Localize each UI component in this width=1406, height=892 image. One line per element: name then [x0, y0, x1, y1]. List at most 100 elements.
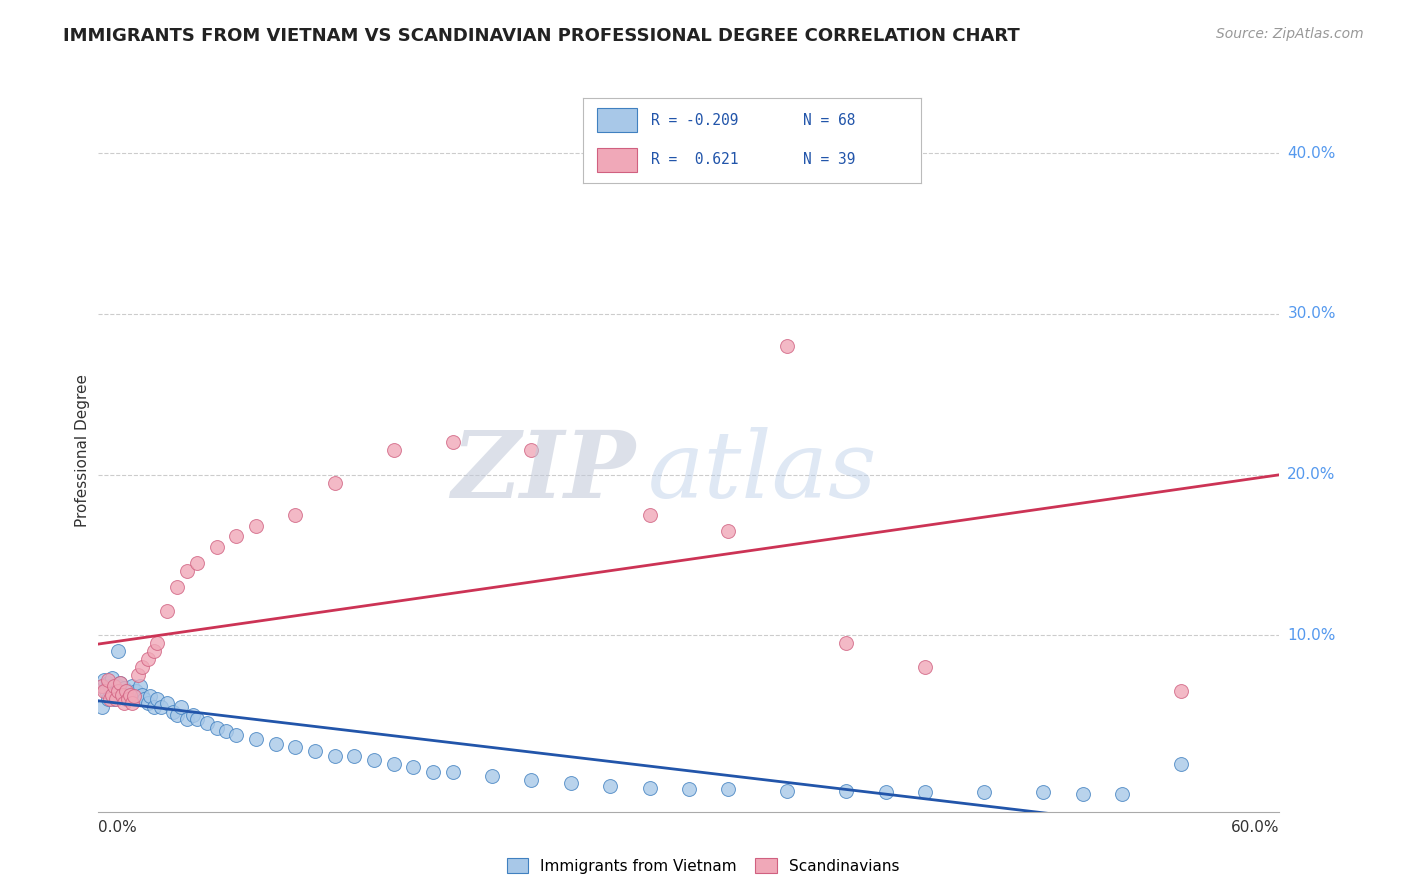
Legend: Immigrants from Vietnam, Scandinavians: Immigrants from Vietnam, Scandinavians: [501, 852, 905, 880]
Text: IMMIGRANTS FROM VIETNAM VS SCANDINAVIAN PROFESSIONAL DEGREE CORRELATION CHART: IMMIGRANTS FROM VIETNAM VS SCANDINAVIAN …: [63, 27, 1019, 45]
Point: [717, 524, 740, 538]
Point: [776, 339, 799, 353]
Point: [121, 696, 143, 710]
Text: 40.0%: 40.0%: [1288, 146, 1336, 161]
Point: [343, 748, 366, 763]
Point: [97, 676, 120, 690]
Point: [127, 689, 149, 703]
Point: [127, 668, 149, 682]
Point: [1032, 785, 1054, 799]
Text: atlas: atlas: [648, 427, 877, 517]
Point: [835, 636, 858, 650]
Point: [284, 740, 307, 755]
Point: [914, 660, 936, 674]
Point: [128, 680, 150, 694]
Point: [875, 785, 897, 799]
Point: [382, 756, 405, 771]
Point: [441, 435, 464, 450]
Text: 0.0%: 0.0%: [98, 820, 138, 835]
Point: [98, 680, 121, 694]
Point: [166, 580, 188, 594]
Point: [146, 692, 169, 706]
Point: [98, 692, 121, 706]
Point: [1111, 787, 1133, 801]
Point: [156, 604, 179, 618]
Point: [678, 782, 700, 797]
Point: [107, 684, 129, 698]
Text: N = 39: N = 39: [803, 153, 855, 168]
Point: [101, 688, 124, 702]
Point: [195, 716, 218, 731]
Point: [176, 712, 198, 726]
Point: [323, 748, 346, 763]
Point: [111, 688, 134, 702]
Text: 60.0%: 60.0%: [1232, 820, 1279, 835]
Point: [245, 732, 267, 747]
Point: [205, 540, 228, 554]
Point: [131, 660, 153, 674]
Point: [835, 784, 858, 798]
Point: [111, 688, 134, 702]
Point: [1170, 684, 1192, 698]
Point: [146, 636, 169, 650]
Point: [150, 700, 173, 714]
Point: [142, 644, 165, 658]
Point: [121, 680, 143, 694]
Point: [125, 684, 148, 698]
Point: [91, 700, 114, 714]
Point: [363, 753, 385, 767]
Point: [101, 672, 124, 686]
Point: [205, 721, 228, 735]
Point: [638, 508, 661, 522]
Point: [1071, 787, 1094, 801]
Point: [112, 681, 135, 695]
Point: [560, 776, 582, 790]
Point: [176, 564, 198, 578]
Point: [103, 680, 125, 694]
Point: [599, 779, 621, 793]
Text: Source: ZipAtlas.com: Source: ZipAtlas.com: [1216, 27, 1364, 41]
Point: [117, 692, 139, 706]
Point: [186, 556, 208, 570]
Point: [136, 696, 159, 710]
Y-axis label: Professional Degree: Professional Degree: [75, 374, 90, 527]
Point: [170, 700, 193, 714]
Point: [138, 689, 160, 703]
Point: [115, 684, 138, 698]
Point: [97, 692, 120, 706]
Point: [284, 508, 307, 522]
Text: 20.0%: 20.0%: [1288, 467, 1336, 482]
Bar: [598, 148, 637, 172]
Point: [1170, 756, 1192, 771]
Text: ZIP: ZIP: [451, 427, 636, 517]
Text: R =  0.621: R = 0.621: [651, 153, 738, 168]
Point: [638, 780, 661, 795]
Point: [132, 692, 155, 706]
Point: [181, 708, 204, 723]
Point: [264, 737, 287, 751]
Point: [776, 784, 799, 798]
Point: [215, 724, 238, 739]
Point: [441, 764, 464, 779]
Point: [107, 644, 129, 658]
Point: [136, 652, 159, 666]
Point: [156, 696, 179, 710]
Point: [91, 680, 114, 694]
Bar: [598, 108, 637, 132]
Point: [914, 785, 936, 799]
Point: [422, 764, 444, 779]
Point: [115, 692, 138, 706]
Point: [186, 712, 208, 726]
Point: [107, 680, 129, 694]
Point: [117, 684, 139, 698]
Point: [402, 760, 425, 774]
Text: 30.0%: 30.0%: [1288, 307, 1336, 321]
Point: [108, 676, 131, 690]
Point: [118, 688, 141, 702]
Point: [112, 696, 135, 710]
Point: [304, 744, 326, 758]
Text: 10.0%: 10.0%: [1288, 628, 1336, 642]
Point: [108, 676, 131, 690]
Point: [122, 689, 145, 703]
Point: [131, 688, 153, 702]
